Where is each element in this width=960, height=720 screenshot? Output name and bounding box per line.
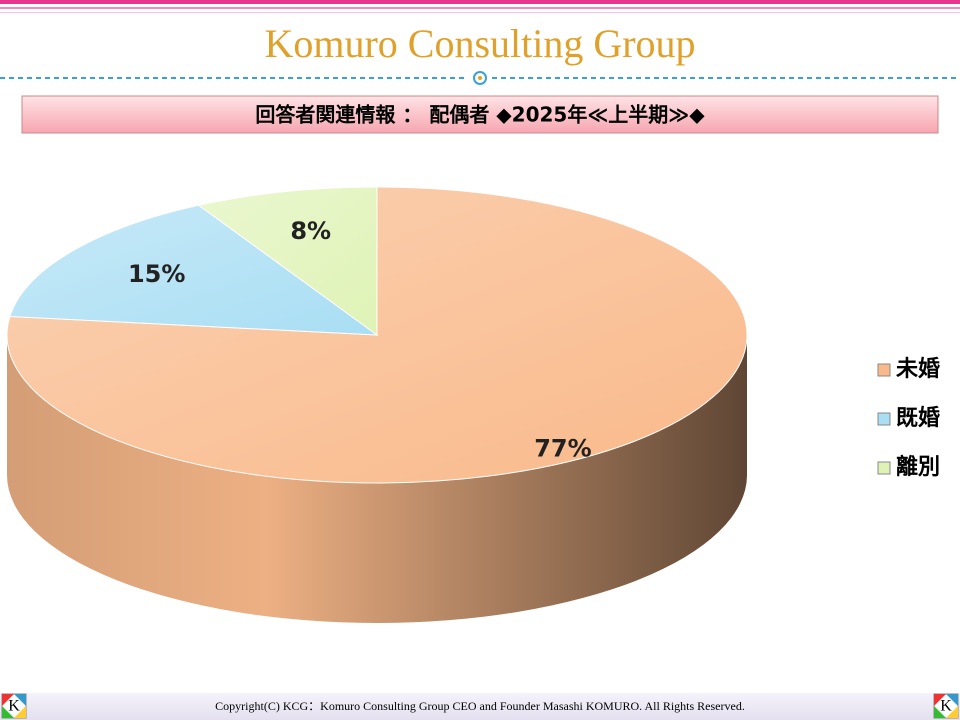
legend-label: 離別 xyxy=(896,454,940,480)
data-label: 15% xyxy=(128,260,185,288)
top-line xyxy=(0,7,960,9)
legend-label: 未婚 xyxy=(896,356,940,382)
svg-text:K: K xyxy=(8,698,20,715)
legend-swatch xyxy=(877,412,891,426)
footer-copyright: Copyright(C) KCG：Komuro Consulting Group… xyxy=(215,699,745,713)
top-line xyxy=(0,0,960,4)
header-title: Komuro Consulting Group xyxy=(264,21,695,66)
logo: K xyxy=(1,693,27,719)
legend-swatch xyxy=(877,363,891,377)
footer-bar xyxy=(0,693,960,720)
divider-ornament xyxy=(473,71,487,85)
legend-swatch xyxy=(877,461,891,475)
chart-title-box xyxy=(21,95,939,134)
pie-side-shade xyxy=(7,335,747,623)
logo: K xyxy=(933,693,959,719)
data-label: 8% xyxy=(290,217,331,245)
top-line xyxy=(0,12,960,13)
divider-ornament xyxy=(478,76,482,80)
legend-label: 既婚 xyxy=(896,405,940,431)
data-label: 77% xyxy=(534,434,591,462)
chart-title: 回答者関連情報 ： 配偶者 ◆2025年≪上半期≫◆ xyxy=(255,103,705,127)
svg-text:K: K xyxy=(940,698,952,715)
pie-slice-shine xyxy=(9,205,377,335)
pie-slice-shine xyxy=(198,187,377,335)
